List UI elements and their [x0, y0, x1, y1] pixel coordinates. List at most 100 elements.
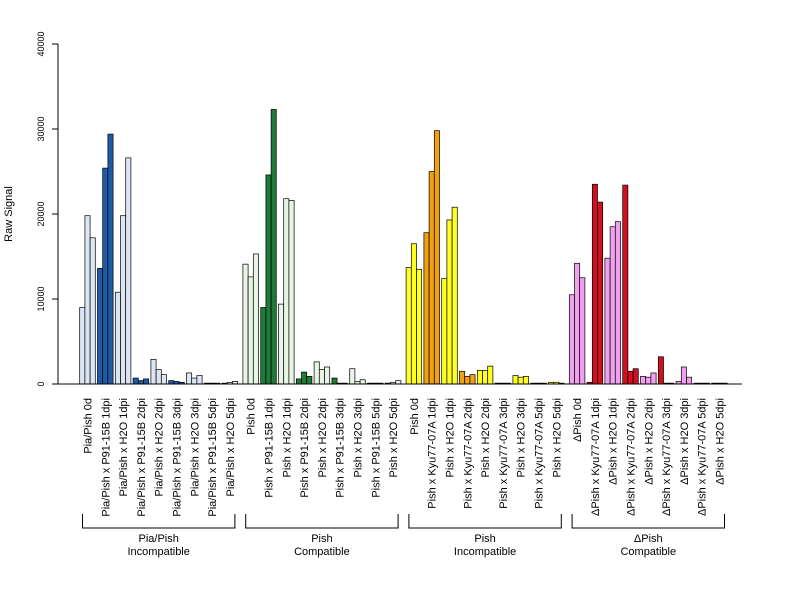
- bar: [295, 378, 302, 385]
- bar: [622, 184, 629, 385]
- y-tick-label: 10000: [36, 286, 46, 311]
- bar: [143, 378, 150, 385]
- group-label-line1: Pish: [474, 533, 495, 545]
- y-tick-label: 30000: [36, 116, 46, 141]
- group-bracket: [82, 514, 236, 529]
- bar: [645, 376, 652, 385]
- x-tick-label: Pish x H2O 1dpi: [445, 398, 457, 477]
- y-tick-label: 40000: [36, 31, 46, 56]
- bar: [568, 294, 575, 385]
- bar: [278, 303, 285, 385]
- bar: [186, 372, 193, 385]
- x-tick-label: ΔPish x Kyu77-07A 1dpi: [590, 398, 602, 516]
- x-tick-label: ΔPish x H2O 1dpi: [608, 398, 620, 485]
- x-tick-label: ΔPish x H2O 2dpi: [643, 398, 655, 485]
- x-tick-label: ΔPish x H2O 3dpi: [679, 398, 691, 485]
- group-brackets: Pia/PishIncompatiblePishCompatiblePishIn…: [82, 514, 725, 558]
- y-tick-label: 20000: [36, 201, 46, 226]
- x-tick-label: Pish x P91-15B 2dpi: [299, 398, 311, 498]
- bar: [464, 376, 471, 385]
- group-label-line1: ΔPish: [634, 533, 663, 545]
- x-tick-label: Pia/Pish 0d: [83, 398, 95, 454]
- bar: [650, 372, 657, 385]
- bar: [349, 368, 356, 385]
- x-tick-label: Pish x Kyu77-07A 1dpi: [427, 398, 439, 509]
- x-tick-label: Pish x Kyu77-07A 5dpi: [534, 398, 546, 509]
- x-tick-label: Pish x H2O 1dpi: [281, 398, 293, 477]
- bar: [137, 380, 144, 385]
- x-tick-label: Pia/Pish x P91-15B 2dpi: [136, 398, 148, 517]
- y-axis: 0 10000 20000 30000 40000: [36, 31, 59, 387]
- bar: [102, 167, 109, 385]
- bar: [247, 276, 254, 385]
- x-tick-label: Pish x Kyu77-07A 3dpi: [498, 398, 510, 509]
- bar: [395, 380, 402, 385]
- bars: [79, 109, 728, 385]
- bar: [89, 237, 96, 385]
- bar: [512, 375, 519, 385]
- bar: [301, 371, 308, 385]
- x-tick-label: Pia/Pish x H2O 2dpi: [154, 398, 166, 496]
- bar: [97, 268, 104, 385]
- bar: [84, 215, 91, 385]
- group-label-line2: Incompatible: [454, 546, 516, 558]
- bar: [597, 201, 604, 385]
- x-tick-label: Pia/Pish x P91-15B 1dpi: [100, 398, 112, 517]
- bar: [627, 370, 634, 385]
- x-tick-label: Pia/Pish x P91-15B 3dpi: [172, 398, 184, 517]
- bar: [359, 379, 366, 385]
- bar: [252, 253, 259, 385]
- group-label-line1: Pia/Pish: [139, 533, 179, 545]
- x-tick-label: ΔPish x Kyu77-07A 3dpi: [661, 398, 673, 516]
- bar: [604, 257, 611, 385]
- x-tick-label: Pia/Pish x H2O 5dpi: [225, 398, 237, 496]
- x-tick-label: Pish x P91-15B 3dpi: [335, 398, 347, 498]
- bar: [324, 366, 331, 385]
- bar: [469, 374, 476, 385]
- bar: [265, 174, 272, 385]
- bar: [686, 376, 693, 385]
- group-label-line1: Pish: [311, 533, 332, 545]
- bar: [125, 157, 132, 385]
- x-tick-label: ΔPish x H2O 5dpi: [715, 398, 727, 485]
- bar: [107, 133, 114, 385]
- bar: [579, 277, 586, 385]
- bar: [283, 198, 290, 385]
- bar: [591, 183, 598, 385]
- x-tick-label: Pish 0d: [409, 398, 421, 435]
- x-tick-labels: Pia/Pish 0d Pia/Pish x P91-15B 1dpi Pia/Pi…: [83, 398, 727, 517]
- x-tick-label: Pish x H2O 2dpi: [317, 398, 329, 477]
- bar: [318, 369, 325, 385]
- bar: [451, 206, 458, 385]
- x-tick-label: ΔPish x Kyu77-07A 2dpi: [626, 398, 638, 516]
- bar: [168, 380, 175, 385]
- bar: [680, 366, 687, 385]
- group-label-line2: Incompatible: [128, 546, 190, 558]
- bar: [428, 171, 435, 385]
- x-tick-label: Pia/Pish x H2O 3dpi: [189, 398, 201, 496]
- bar: [423, 232, 430, 385]
- x-tick-label: Pish x P91-15B 5dpi: [370, 398, 382, 498]
- bar: [640, 376, 647, 385]
- x-tick-label: Pish x H2O 3dpi: [516, 398, 528, 477]
- x-tick-label: Pish x Kyu77-07A 2dpi: [462, 398, 474, 509]
- bar: [306, 376, 313, 385]
- group-bracket: [408, 514, 562, 529]
- bar: [288, 200, 295, 385]
- bar: [120, 215, 127, 385]
- x-tick-label: Pish 0d: [246, 398, 258, 435]
- x-tick-label: ΔPish x Kyu77-07A 5dpi: [697, 398, 709, 516]
- bar: [242, 263, 249, 385]
- bar: [160, 374, 167, 385]
- bar: [405, 267, 412, 385]
- bar: [609, 226, 616, 385]
- bar: [132, 377, 139, 385]
- bar: [441, 278, 448, 385]
- bar: [331, 377, 338, 385]
- bar: [260, 307, 267, 385]
- bar: [270, 109, 277, 385]
- bar: [416, 268, 423, 385]
- bar: [446, 219, 453, 385]
- bar: [522, 376, 529, 385]
